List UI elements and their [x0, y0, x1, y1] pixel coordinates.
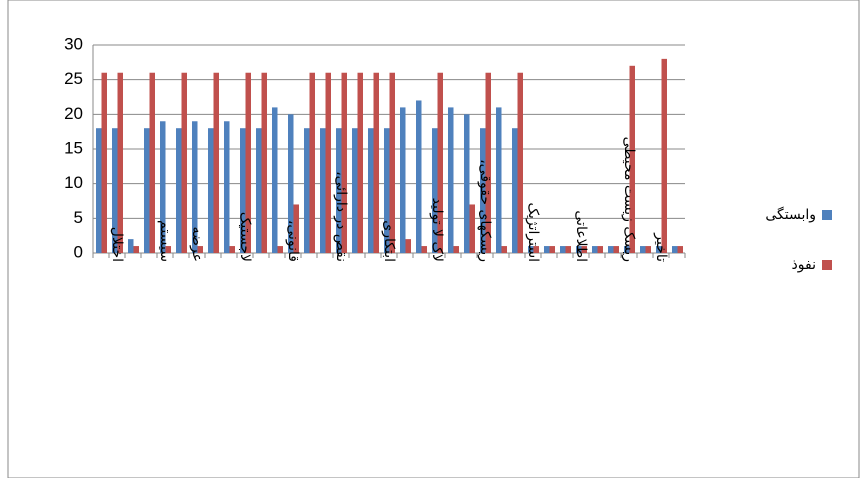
bar [661, 58, 667, 253]
bar [336, 128, 342, 253]
bar [453, 246, 459, 253]
bar [656, 246, 662, 253]
bar [213, 72, 219, 253]
bar [432, 128, 438, 253]
bar [437, 72, 443, 253]
bar [400, 107, 406, 254]
x-tick-label: اطلاعاتی [573, 210, 589, 262]
bar [144, 128, 150, 253]
bar [357, 72, 363, 253]
bar [245, 72, 251, 253]
y-tick-label: 25 [64, 69, 83, 88]
bar [96, 128, 102, 253]
y-tick-label: 20 [64, 104, 83, 123]
bar [677, 246, 683, 253]
bar [256, 128, 262, 253]
bar [512, 128, 518, 253]
bar [176, 128, 182, 253]
bar [320, 128, 326, 253]
x-tick-label: تاخیر [653, 232, 669, 262]
x-tick-label: استراتژیک [525, 202, 541, 262]
bar [112, 128, 118, 253]
bar [261, 72, 267, 253]
bar [165, 246, 171, 253]
bar [341, 72, 347, 253]
x-tick-label: لاک لا تولید [429, 198, 445, 262]
bar [325, 72, 331, 253]
bar [672, 246, 678, 253]
bar [581, 246, 587, 253]
bar [192, 121, 198, 254]
y-tick-label: 15 [64, 138, 83, 157]
bar [288, 114, 294, 253]
bar [624, 246, 630, 253]
bar [149, 72, 155, 253]
bar [560, 246, 566, 253]
bar [160, 121, 166, 254]
bar [133, 246, 139, 253]
bar [117, 72, 123, 253]
bar [565, 246, 571, 253]
y-tick-label: 10 [64, 173, 83, 192]
legend-label: نفوذ [792, 257, 816, 273]
bar [389, 72, 395, 253]
bar [181, 72, 187, 253]
x-tick-label: لاجستیک [237, 212, 253, 262]
legend-swatch [822, 210, 832, 220]
bar [496, 107, 502, 254]
bar [128, 239, 134, 253]
bar [352, 128, 358, 253]
bar [197, 246, 203, 253]
y-tick-label: 5 [74, 208, 83, 227]
y-tick-label: 30 [64, 34, 83, 53]
bar [384, 128, 390, 253]
bar [208, 128, 214, 253]
bar [640, 246, 646, 253]
x-tick-label: قانونی، [285, 220, 301, 262]
x-tick-label: سیستم [157, 220, 173, 262]
bar [373, 72, 379, 253]
legend-label: وابستگی [765, 206, 816, 223]
bar [101, 72, 107, 253]
bar [224, 121, 230, 254]
bar [272, 107, 278, 254]
bar [597, 246, 603, 253]
bar [608, 246, 614, 253]
bar [533, 246, 539, 253]
bar [480, 128, 486, 253]
bar [576, 246, 582, 253]
bar [229, 246, 235, 253]
y-tick-label: 0 [74, 242, 83, 261]
bar [645, 246, 651, 253]
x-tick-label: ریسکهای حقوقی، [477, 159, 493, 262]
x-tick-label: عرضه [189, 227, 205, 262]
bar [629, 65, 635, 253]
bar [416, 100, 422, 253]
legend-swatch [822, 260, 832, 270]
bar [304, 128, 310, 253]
bar [309, 72, 315, 253]
bar [613, 246, 619, 253]
bar [469, 204, 475, 253]
bar [405, 239, 411, 253]
bar [544, 246, 550, 253]
bar [240, 128, 246, 253]
bar [464, 114, 470, 253]
bar [421, 246, 427, 253]
bar [277, 246, 283, 253]
bar [592, 246, 598, 253]
x-tick-label: نقص در دارائی، [333, 171, 349, 262]
bar [448, 107, 454, 254]
x-tick-label: ابتکاری [381, 220, 397, 262]
x-tick-label: اختلال [109, 227, 125, 262]
bar [293, 204, 299, 253]
bar [549, 246, 555, 253]
bar [517, 72, 523, 253]
bar [368, 128, 374, 253]
bar [485, 72, 491, 253]
bar [501, 246, 507, 253]
bar [528, 246, 534, 253]
x-tick-label: ریسک زیست محیطی [621, 137, 637, 262]
